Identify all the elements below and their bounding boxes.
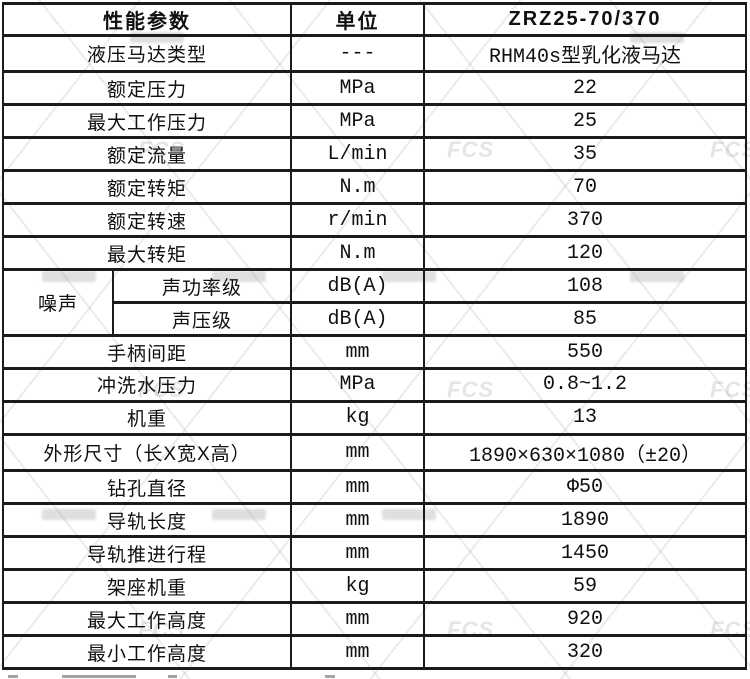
value-cell: 1890×630×1080（±20）: [423, 432, 747, 473]
value-cell: 25: [423, 103, 747, 140]
value-cell: 13: [423, 399, 747, 436]
unit-cell: dB(A): [290, 268, 425, 305]
unit-cell: MPa: [290, 366, 425, 403]
value-cell: 108: [423, 268, 747, 305]
value-cell: 1890: [423, 502, 747, 539]
value-cell: 59: [423, 568, 747, 605]
table-row: 外形尺寸（长X宽X高） mm 1890×630×1080（±20）: [2, 432, 747, 473]
unit-cell: L/min: [290, 136, 425, 173]
param-cell: 最大工作高度: [2, 601, 292, 638]
table-row: 额定转矩 N.m 70: [2, 169, 747, 206]
param-cell: 钻孔直径: [2, 469, 292, 506]
param-cell: 外形尺寸（长X宽X高）: [2, 432, 292, 473]
table-row: 声压级 dB(A) 85: [3, 301, 747, 338]
param-cell: 手柄间距: [2, 334, 292, 370]
table-row: 最大转矩 N.m 120: [2, 235, 747, 272]
value-cell: 370: [423, 202, 747, 239]
param-cell: 额定压力: [2, 70, 292, 107]
header-unit: 单位: [290, 2, 425, 37]
unit-cell: ---: [290, 33, 425, 74]
unit-cell: kg: [290, 399, 425, 436]
unit-cell: mm: [290, 432, 425, 473]
value-cell: 22: [423, 70, 747, 107]
unit-cell: mm: [290, 469, 425, 506]
param-cell: 额定转矩: [2, 169, 292, 206]
unit-cell: dB(A): [290, 301, 425, 338]
unit-cell: mm: [290, 601, 425, 638]
unit-cell: mm: [290, 334, 425, 370]
value-cell: 85: [423, 301, 747, 338]
table-row: 架座机重 kg 59: [2, 568, 747, 605]
param-cell: 额定转速: [2, 202, 292, 239]
param-cell: 架座机重: [2, 568, 292, 605]
table-row: 最大工作高度 mm 920: [2, 601, 747, 638]
header-parameter: 性能参数: [2, 2, 292, 37]
value-cell: 120: [423, 235, 747, 272]
header-model: ZRZ25-70/370: [423, 2, 747, 37]
param-cell: 最大工作压力: [2, 103, 292, 140]
table-row: 液压马达类型 --- RHM40s型乳化液马达: [2, 33, 747, 74]
table-row: 导轨推进行程 mm 1450: [2, 535, 747, 572]
unit-cell: MPa: [290, 70, 425, 107]
table-row: 最小工作高度 mm 320: [2, 634, 747, 670]
table-row: 手柄间距 mm 550: [2, 334, 747, 370]
param-cell: 额定流量: [2, 136, 292, 173]
table-row: 导轨长度 mm 1890: [2, 502, 747, 539]
param-cell: 声功率级: [112, 268, 292, 305]
param-cell: 声压级: [112, 301, 292, 338]
value-cell: 35: [423, 136, 747, 173]
unit-cell: mm: [290, 502, 425, 539]
table-row: 额定流量 L/min 35: [2, 136, 747, 173]
unit-cell: N.m: [290, 235, 425, 272]
table-row: 钻孔直径 mm Φ50: [2, 469, 747, 506]
value-cell: 550: [423, 334, 747, 370]
spec-table-body: 液压马达类型 --- RHM40s型乳化液马达 额定压力 MPa 22 最大工作压力 MPa 2…: [2, 33, 747, 670]
unit-cell: N.m: [290, 169, 425, 206]
unit-cell: r/min: [290, 202, 425, 239]
value-cell: 70: [423, 169, 747, 206]
table-row: 额定压力 MPa 22: [2, 70, 747, 107]
param-cell: 机重: [2, 399, 292, 436]
table-row: 冲洗水压力 MPa 0.8~1.2: [2, 366, 747, 403]
param-cell: 液压马达类型: [2, 33, 292, 74]
table-header-row: 性能参数 单位 ZRZ25-70/370: [2, 2, 747, 37]
param-cell: 导轨长度: [2, 502, 292, 539]
table-row: 机重 kg 13: [2, 399, 747, 436]
table-row: 最大工作压力 MPa 25: [2, 103, 747, 140]
param-group-cell: 噪声: [2, 268, 114, 338]
spec-table: 性能参数 单位 ZRZ25-70/370 液压马达类型 --- RHM40s型乳化液…: [2, 2, 747, 670]
value-cell: 320: [423, 634, 747, 670]
value-cell: RHM40s型乳化液马达: [423, 33, 747, 74]
param-cell: 最小工作高度: [2, 634, 292, 670]
param-cell: 最大转矩: [2, 235, 292, 272]
param-cell: 冲洗水压力: [2, 366, 292, 403]
unit-cell: MPa: [290, 103, 425, 140]
table-row: 额定转速 r/min 370: [2, 202, 747, 239]
unit-cell: kg: [290, 568, 425, 605]
param-cell: 导轨推进行程: [2, 535, 292, 572]
value-cell: 920: [423, 601, 747, 638]
unit-cell: mm: [290, 634, 425, 670]
value-cell: Φ50: [423, 469, 747, 506]
value-cell: 0.8~1.2: [423, 366, 747, 403]
value-cell: 1450: [423, 535, 747, 572]
unit-cell: mm: [290, 535, 425, 572]
table-row: 噪声 声功率级 dB(A) 108: [2, 268, 747, 338]
